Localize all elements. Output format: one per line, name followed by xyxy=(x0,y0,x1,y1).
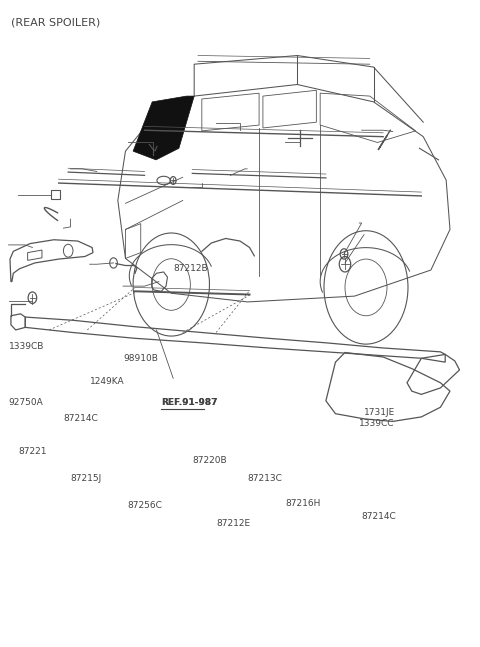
Text: 87212B: 87212B xyxy=(173,264,208,273)
Text: 87256C: 87256C xyxy=(128,501,163,510)
Text: REF.91-987: REF.91-987 xyxy=(161,399,218,407)
Text: 87215J: 87215J xyxy=(71,474,102,483)
Polygon shape xyxy=(133,96,194,160)
Text: 87214C: 87214C xyxy=(362,512,396,521)
Text: 87214C: 87214C xyxy=(63,413,98,422)
Text: REF.91-987: REF.91-987 xyxy=(161,399,218,407)
Text: 87221: 87221 xyxy=(18,446,47,455)
Text: (REAR SPOILER): (REAR SPOILER) xyxy=(11,17,100,27)
Text: 98910B: 98910B xyxy=(123,355,158,364)
Text: 1339CC: 1339CC xyxy=(360,419,395,428)
Text: 87212E: 87212E xyxy=(216,519,250,528)
Text: 92750A: 92750A xyxy=(9,398,43,406)
Text: 1249KA: 1249KA xyxy=(90,377,124,386)
Text: 1731JE: 1731JE xyxy=(364,408,396,417)
Text: 87220B: 87220B xyxy=(192,455,227,465)
Text: 1339CB: 1339CB xyxy=(9,342,44,351)
Text: 87216H: 87216H xyxy=(285,499,321,509)
Text: 87213C: 87213C xyxy=(247,474,282,483)
